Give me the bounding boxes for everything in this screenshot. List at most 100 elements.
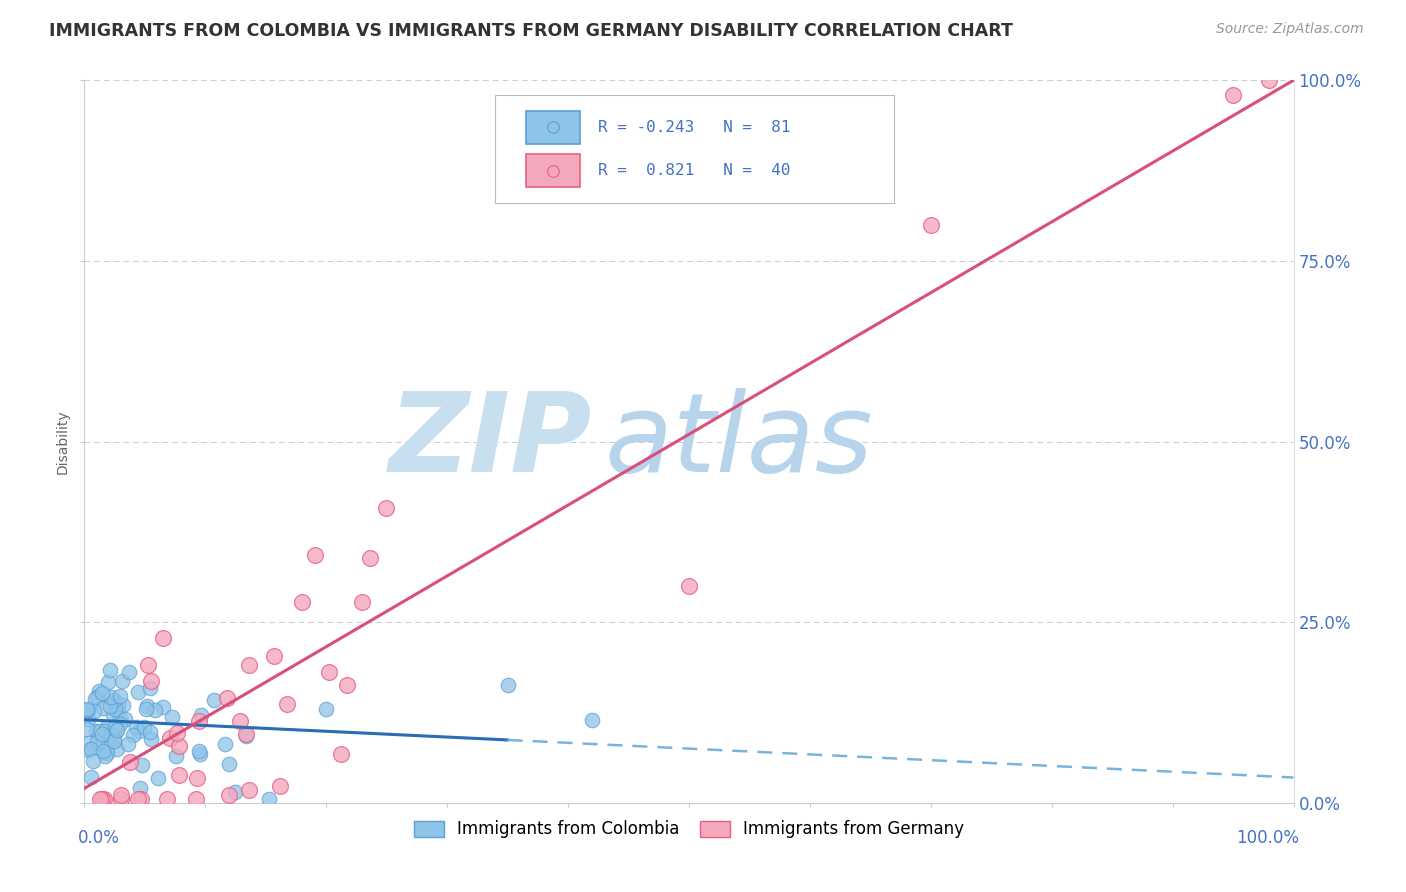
Point bbox=[101, 694, 124, 708]
Point bbox=[111, 673, 134, 688]
Point bbox=[263, 648, 285, 663]
Point bbox=[86, 734, 108, 748]
Point bbox=[335, 678, 357, 692]
Point bbox=[135, 702, 157, 716]
Point bbox=[359, 550, 381, 565]
Text: Source: ZipAtlas.com: Source: ZipAtlas.com bbox=[1216, 22, 1364, 37]
Point bbox=[1222, 87, 1244, 102]
Point bbox=[218, 788, 240, 802]
Point bbox=[224, 785, 246, 799]
Point bbox=[169, 739, 191, 753]
Point bbox=[76, 722, 98, 736]
Point bbox=[214, 737, 236, 751]
Point bbox=[89, 792, 111, 806]
Point bbox=[138, 681, 160, 695]
Point bbox=[90, 726, 112, 740]
Point bbox=[105, 741, 128, 756]
Point bbox=[104, 702, 127, 716]
Point bbox=[91, 685, 114, 699]
Point bbox=[581, 714, 603, 728]
Point bbox=[229, 714, 252, 728]
Text: 100.0%: 100.0% bbox=[1236, 829, 1299, 847]
Point bbox=[100, 690, 122, 704]
Point bbox=[110, 789, 132, 803]
Point bbox=[82, 754, 104, 768]
Point bbox=[129, 781, 152, 796]
Point bbox=[103, 692, 125, 706]
Point bbox=[104, 723, 127, 738]
Point bbox=[184, 792, 207, 806]
Point bbox=[110, 792, 132, 806]
Point bbox=[167, 767, 190, 781]
Point bbox=[152, 631, 174, 645]
Point bbox=[186, 771, 208, 785]
Point bbox=[91, 743, 114, 757]
Y-axis label: Disability: Disability bbox=[56, 409, 70, 474]
Point bbox=[678, 579, 700, 593]
Point bbox=[77, 789, 100, 803]
Point bbox=[291, 595, 314, 609]
Point bbox=[76, 703, 98, 717]
Point bbox=[165, 749, 187, 764]
Point bbox=[91, 701, 114, 715]
FancyBboxPatch shape bbox=[526, 154, 581, 186]
Point bbox=[135, 698, 157, 713]
Point bbox=[103, 734, 125, 748]
Point bbox=[496, 678, 519, 692]
Point bbox=[136, 657, 159, 672]
Point bbox=[108, 711, 131, 725]
Point bbox=[104, 720, 127, 734]
Point bbox=[86, 690, 108, 705]
Point bbox=[103, 706, 125, 721]
Point bbox=[100, 727, 122, 741]
Point bbox=[103, 731, 125, 746]
Point bbox=[80, 770, 103, 784]
Point bbox=[117, 737, 139, 751]
Point bbox=[90, 729, 112, 743]
Point bbox=[139, 674, 162, 689]
Point bbox=[80, 741, 103, 756]
Point bbox=[98, 663, 121, 677]
Point bbox=[77, 743, 100, 757]
Point bbox=[76, 712, 98, 726]
Text: IMMIGRANTS FROM COLOMBIA VS IMMIGRANTS FROM GERMANY DISABILITY CORRELATION CHART: IMMIGRANTS FROM COLOMBIA VS IMMIGRANTS F… bbox=[49, 22, 1014, 40]
Point bbox=[238, 783, 260, 797]
Point bbox=[238, 658, 260, 673]
Point bbox=[257, 792, 280, 806]
FancyBboxPatch shape bbox=[526, 111, 581, 144]
Point bbox=[152, 700, 174, 714]
Point bbox=[190, 708, 212, 723]
Point bbox=[76, 702, 98, 716]
Point bbox=[93, 749, 115, 764]
Point bbox=[127, 684, 149, 698]
Text: 0.0%: 0.0% bbox=[79, 829, 120, 847]
Point bbox=[235, 727, 257, 741]
Point bbox=[107, 697, 129, 711]
Point bbox=[156, 792, 179, 806]
Point bbox=[218, 757, 240, 772]
Point bbox=[111, 698, 134, 713]
Point bbox=[127, 792, 149, 806]
Point bbox=[77, 703, 100, 717]
Point bbox=[188, 714, 211, 729]
Point bbox=[94, 724, 117, 739]
Point bbox=[114, 712, 136, 726]
Point bbox=[187, 744, 209, 758]
Point bbox=[315, 702, 337, 716]
Point bbox=[134, 720, 156, 734]
Point bbox=[77, 789, 100, 804]
Point bbox=[276, 697, 298, 711]
FancyBboxPatch shape bbox=[495, 95, 894, 203]
Point bbox=[159, 731, 181, 746]
Point bbox=[143, 703, 166, 717]
Text: ZIP: ZIP bbox=[388, 388, 592, 495]
Legend: Immigrants from Colombia, Immigrants from Germany: Immigrants from Colombia, Immigrants fro… bbox=[408, 814, 970, 845]
Point bbox=[96, 746, 118, 760]
Point bbox=[108, 716, 131, 731]
Text: R =  0.821   N =  40: R = 0.821 N = 40 bbox=[599, 163, 790, 178]
Point bbox=[84, 724, 107, 739]
Point bbox=[166, 725, 188, 739]
Point bbox=[105, 723, 128, 737]
Point bbox=[330, 747, 353, 761]
Point bbox=[304, 549, 326, 563]
